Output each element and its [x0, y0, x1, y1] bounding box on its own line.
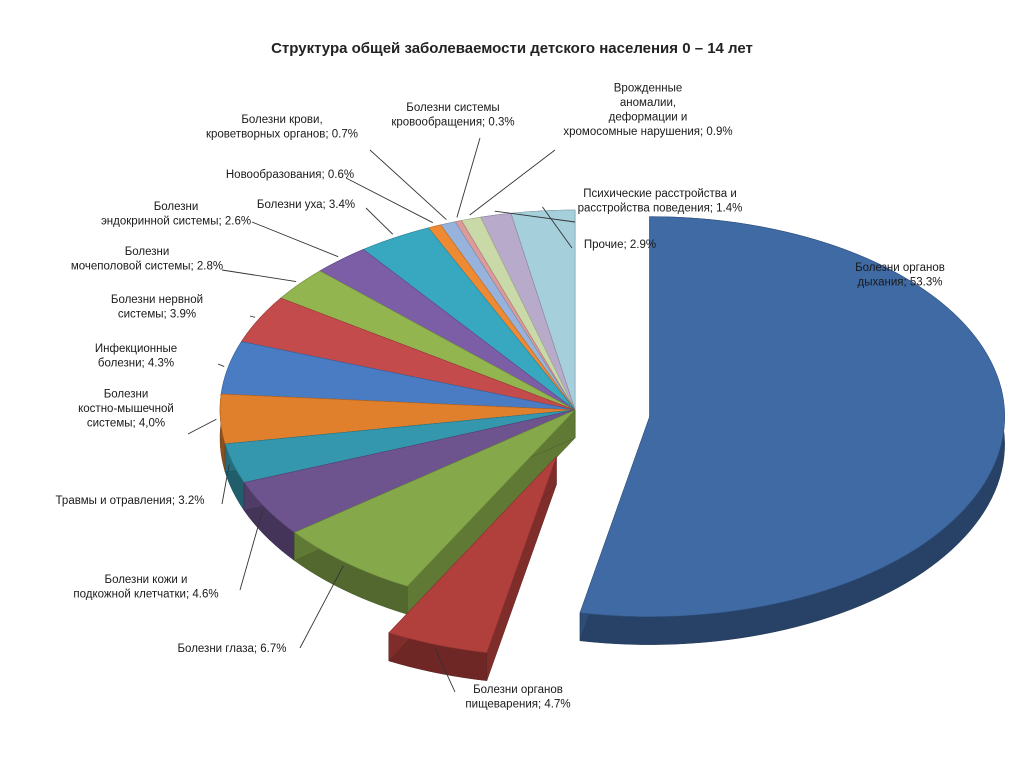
data-label-7: Инфекционные болезни; 4.3%	[95, 343, 177, 370]
data-label-15: Врожденные аномалии, деформации и хромосомн…	[563, 82, 732, 138]
leader-line-11	[365, 207, 394, 235]
leader-line-7	[217, 363, 225, 367]
pie-slice-1	[579, 216, 1005, 645]
leader-line-8	[249, 315, 256, 318]
leader-line-2	[434, 648, 456, 693]
leader-line-14	[456, 137, 481, 218]
data-label-2: Болезни органов пищеварения; 4.7%	[465, 684, 570, 711]
data-label-1: Болезни органов дыхания; 53.3%	[855, 262, 945, 289]
leader-line-4	[239, 510, 264, 591]
leader-line-16	[494, 210, 576, 223]
data-label-16: Психические расстройства и расстройства п…	[578, 188, 743, 215]
leader-line-6	[187, 418, 217, 435]
leader-line-15	[469, 149, 556, 216]
slices-layer	[219, 209, 1005, 681]
leader-line-17	[542, 206, 573, 249]
data-label-10: Болезни эндокринной системы; 2.6%	[101, 201, 251, 228]
data-label-8: Болезни нервной системы; 3.9%	[111, 294, 203, 321]
pie-slice-3	[293, 409, 576, 615]
leader-line-9	[221, 269, 297, 282]
data-label-9: Болезни мочеполовой системы; 2.8%	[71, 246, 223, 273]
leader-line-10	[251, 221, 339, 258]
chart-title: Структура общей заболеваемости детского …	[271, 40, 753, 57]
leader-line-12	[345, 177, 434, 224]
data-label-17: Прочие; 2.9%	[584, 239, 656, 251]
data-label-5: Травмы и отравления; 3.2%	[56, 495, 205, 507]
leader-line-5	[221, 464, 230, 505]
data-label-14: Болезни системы кровообращения; 0.3%	[391, 102, 514, 129]
data-label-3: Болезни глаза; 6.7%	[178, 643, 287, 655]
data-label-12: Новообразования; 0.6%	[226, 169, 354, 181]
leader-line-13	[369, 149, 447, 220]
data-label-4: Болезни кожи и подкожной клетчатки; 4.6%	[73, 574, 218, 601]
pie-slice-2	[388, 455, 557, 681]
data-label-6: Болезни костно-мышечной системы; 4,0%	[78, 389, 174, 430]
data-label-13: Болезни крови, кроветворных органов; 0.7%	[206, 114, 358, 141]
labels-layer: Болезни органов дыхания; 53.3% Болезни орг…	[56, 82, 945, 710]
leader-line-3	[299, 565, 344, 649]
data-label-11: Болезни уха; 3.4%	[257, 199, 355, 211]
